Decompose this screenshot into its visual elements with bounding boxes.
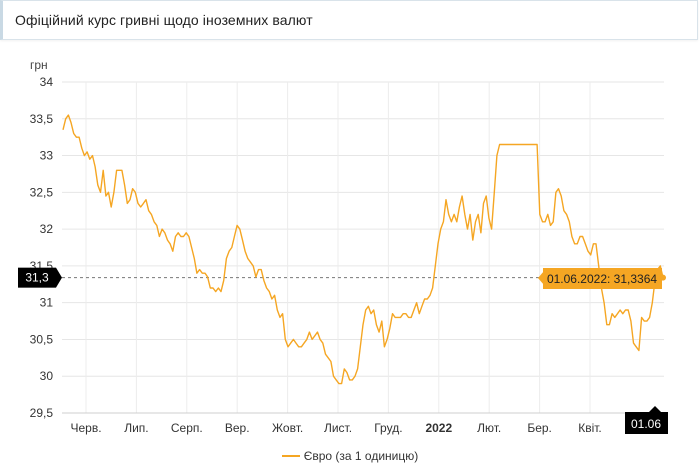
x-tick-label: 2022 bbox=[425, 421, 452, 435]
legend-label: Євро (за 1 одиницю) bbox=[303, 449, 419, 463]
x-tick-label: Серп. bbox=[171, 421, 203, 435]
y-axis-label: грн bbox=[30, 58, 48, 72]
x-tick-label: Жовт. bbox=[272, 421, 303, 435]
y-tick-label: 33,5 bbox=[30, 112, 54, 126]
x-crosshair-label: 01.06 bbox=[631, 417, 661, 431]
page-title: Офіційний курс гривні щодо іноземних вал… bbox=[15, 12, 313, 28]
y-tick-label: 30 bbox=[40, 369, 54, 383]
x-tick-label: Лют. bbox=[477, 421, 501, 435]
y-tick-label: 29,5 bbox=[30, 406, 54, 420]
y-tick-label: 32,5 bbox=[30, 185, 54, 199]
x-tick-label: Лип. bbox=[124, 421, 148, 435]
tooltip-text: 01.06.2022: 31,3364 bbox=[547, 272, 657, 286]
y-tick-label: 34 bbox=[40, 75, 54, 89]
y-tick-label: 31 bbox=[40, 296, 54, 310]
grid bbox=[62, 81, 664, 414]
legend-swatch bbox=[281, 454, 300, 457]
tooltip: 01.06.2022: 31,3364 bbox=[538, 268, 662, 289]
y-tick-label: 30,5 bbox=[30, 332, 54, 346]
x-tick-label: Груд. bbox=[374, 421, 402, 435]
y-tick-label: 32 bbox=[40, 222, 54, 236]
x-tick-label: Черв. bbox=[70, 421, 101, 435]
legend[interactable]: Євро (за 1 одиницю) bbox=[0, 449, 700, 463]
x-crosshair-badge: 01.06 bbox=[625, 406, 668, 434]
x-tick-label: Лист. bbox=[324, 421, 352, 435]
series-line-euro[interactable] bbox=[62, 114, 664, 385]
y-crosshair-badge: 31,3 bbox=[18, 267, 62, 288]
x-tick-label: Вер. bbox=[225, 421, 250, 435]
x-axis: Черв. Лип. Серп. Вер. Жовт. Лист. Груд. 2022 Лют… bbox=[70, 421, 601, 435]
y-crosshair-label: 31,3 bbox=[25, 271, 49, 285]
x-tick-label: Квіт. bbox=[578, 421, 602, 435]
y-tick-label: 33 bbox=[40, 149, 54, 163]
chart-header: Офіційний курс гривні щодо іноземних вал… bbox=[0, 0, 698, 40]
x-tick-label: Бер. bbox=[527, 421, 552, 435]
